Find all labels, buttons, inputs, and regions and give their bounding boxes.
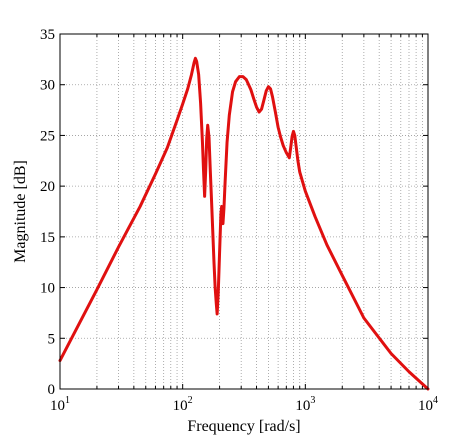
y-tick-label: 0 (48, 382, 56, 398)
x-axis-label: Frequency [rad/s] (187, 418, 300, 435)
x-tick-exponent: 1 (65, 395, 70, 406)
x-tick-label: 102 (173, 395, 193, 414)
x-tick-label: 103 (295, 395, 315, 414)
series-line (58, 56, 430, 391)
x-tick-base: 10 (50, 398, 65, 414)
y-tick-label: 25 (40, 128, 55, 144)
y-axis-label: Magnitude [dB] (12, 160, 29, 263)
x-tick-label: 104 (418, 395, 438, 414)
grid (60, 34, 428, 389)
series-layer (58, 56, 430, 391)
x-tick-exponent: 2 (188, 395, 193, 406)
plot-frame (59, 33, 429, 390)
x-tick-base: 10 (295, 398, 310, 414)
y-tick-label: 10 (40, 281, 55, 297)
y-tick-label: 15 (40, 230, 55, 246)
x-tick-base: 10 (418, 398, 433, 414)
x-tick-exponent: 4 (433, 395, 438, 406)
x-tick-exponent: 3 (310, 395, 315, 406)
y-tick-label: 5 (48, 331, 56, 347)
y-tick-label: 20 (40, 179, 55, 195)
x-tick-base: 10 (173, 398, 188, 414)
y-tick-label: 35 (40, 27, 55, 43)
y-tick-label: 30 (40, 78, 55, 94)
x-tick-label: 101 (50, 395, 70, 414)
